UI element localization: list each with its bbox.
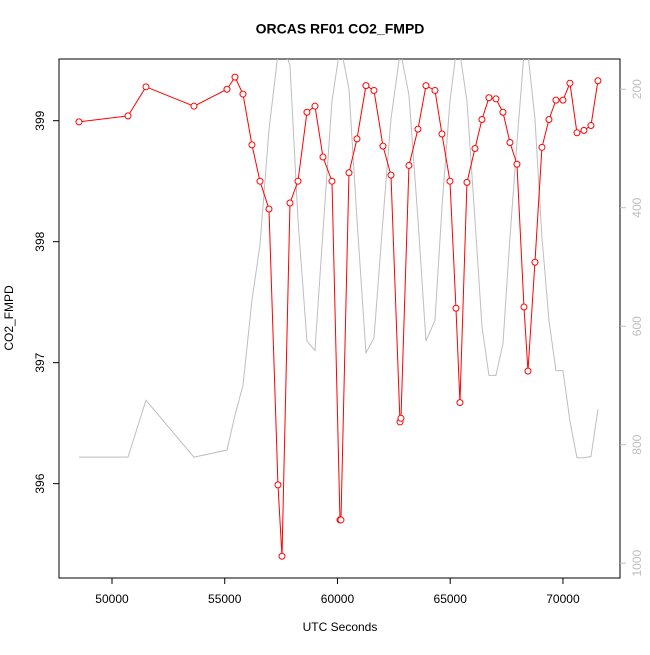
y-tick-label: 399: [33, 110, 47, 130]
chart-title: ORCAS RF01 CO2_FMPD: [256, 21, 425, 37]
series-line: [78, 76, 599, 557]
data-point: [278, 552, 286, 560]
data-point: [303, 108, 311, 116]
data-point: [231, 73, 239, 81]
data-point: [587, 122, 595, 130]
data-point: [422, 82, 430, 90]
data-point: [142, 83, 150, 91]
data-point: [524, 367, 532, 375]
data-point: [274, 481, 282, 489]
data-point: [471, 145, 479, 153]
data-point: [492, 95, 500, 103]
data-point: [387, 171, 395, 179]
data-point: [431, 86, 439, 94]
data-point: [362, 82, 370, 90]
data-point: [485, 94, 493, 102]
data-point: [353, 135, 361, 143]
data-point: [573, 129, 581, 137]
data-point: [414, 125, 422, 133]
data-point: [294, 177, 302, 185]
plot-area: [75, 59, 602, 560]
x-axis-label: UTC Seconds: [303, 620, 378, 634]
y2-tick-label: 200: [630, 79, 644, 99]
data-point: [478, 115, 486, 123]
plot-frame: [58, 58, 621, 579]
data-point: [499, 108, 507, 116]
data-point: [248, 141, 256, 149]
data-point: [506, 138, 514, 146]
x-tick-label: 60000: [321, 592, 355, 606]
data-point: [319, 153, 327, 161]
data-point: [379, 142, 387, 150]
y-tick-label: 396: [33, 473, 47, 493]
data-point: [538, 143, 546, 151]
data-point: [239, 90, 247, 98]
y-tick-label: 398: [33, 231, 47, 251]
data-point: [124, 112, 132, 120]
data-point: [545, 115, 553, 123]
data-point: [446, 177, 454, 185]
data-point: [75, 118, 83, 126]
data-point: [438, 130, 446, 138]
y2-tick-label: 600: [630, 316, 644, 336]
y2-tick-label: 400: [630, 197, 644, 217]
x-tick-label: 65000: [434, 592, 468, 606]
data-point: [566, 79, 574, 87]
data-point: [580, 126, 588, 134]
data-point: [594, 77, 602, 85]
data-point: [286, 199, 294, 207]
data-point: [345, 169, 353, 177]
data-point: [531, 258, 539, 266]
data-point: [337, 516, 345, 524]
data-point: [513, 160, 521, 168]
data-point: [311, 102, 319, 110]
x-tick-label: 50000: [95, 592, 129, 606]
series-line: [79, 59, 599, 459]
data-point: [520, 303, 528, 311]
data-point: [370, 86, 378, 94]
data-point: [397, 414, 405, 422]
data-point: [328, 177, 336, 185]
data-point: [452, 304, 460, 312]
data-point: [256, 177, 264, 185]
data-point: [559, 96, 567, 104]
y2-tick-label: 1000: [630, 550, 644, 577]
data-point: [456, 399, 464, 407]
data-point: [552, 96, 560, 104]
y2-tick-label: 800: [630, 434, 644, 454]
data-point: [190, 102, 198, 110]
x-tick-label: 70000: [546, 592, 580, 606]
data-point: [223, 85, 231, 93]
data-point: [265, 205, 273, 213]
x-tick-label: 55000: [208, 592, 242, 606]
data-point: [405, 161, 413, 169]
y-axis-label: CO2_FMPD: [2, 285, 16, 351]
y-tick-label: 397: [33, 352, 47, 372]
data-point: [463, 178, 471, 186]
